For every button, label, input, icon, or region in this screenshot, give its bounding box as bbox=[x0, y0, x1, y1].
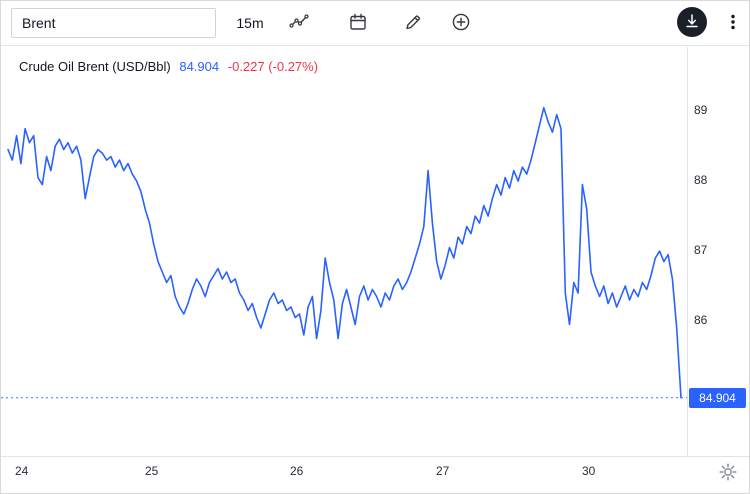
x-axis-label: 30 bbox=[582, 464, 596, 478]
settings-button[interactable] bbox=[717, 462, 739, 484]
y-axis-label: 86 bbox=[694, 313, 708, 327]
compare-add-button[interactable] bbox=[443, 6, 479, 40]
y-axis-label: 87 bbox=[694, 243, 708, 257]
symbol-search-input[interactable]: Brent bbox=[11, 8, 216, 38]
legend-price: 84.904 bbox=[179, 59, 220, 74]
gear-icon bbox=[719, 462, 737, 484]
download-icon bbox=[682, 11, 702, 34]
chart-type-button[interactable] bbox=[281, 6, 317, 40]
toolbar: Brent 15m bbox=[1, 1, 749, 46]
x-axis-label: 26 bbox=[290, 464, 304, 478]
calendar-button[interactable] bbox=[340, 6, 376, 40]
more-menu-button[interactable] bbox=[722, 6, 744, 40]
legend-change: -0.227 (-0.27%) bbox=[227, 59, 319, 74]
legend: Crude Oil Brent (USD/Bbl) 84.904 -0.227 … bbox=[19, 59, 323, 74]
interval-selector[interactable]: 15m bbox=[227, 6, 273, 40]
y-axis-label: 88 bbox=[694, 173, 708, 187]
legend-title: Crude Oil Brent (USD/Bbl) bbox=[19, 59, 171, 74]
x-axis-label: 24 bbox=[15, 464, 29, 478]
kebab-menu-icon bbox=[723, 12, 743, 35]
x-axis-label: 25 bbox=[145, 464, 159, 478]
line-chart-icon bbox=[289, 12, 309, 35]
drawing-tools-button[interactable] bbox=[395, 6, 431, 40]
y-axis-label: 89 bbox=[694, 103, 708, 117]
plus-circle-icon bbox=[451, 12, 471, 35]
symbol-label: Brent bbox=[22, 15, 56, 31]
pencil-icon bbox=[403, 12, 423, 35]
calendar-icon bbox=[348, 12, 368, 35]
x-axis-label: 27 bbox=[436, 464, 450, 478]
download-button[interactable] bbox=[677, 7, 707, 37]
last-price-tag: 84.904 bbox=[689, 388, 746, 408]
interval-label: 15m bbox=[236, 15, 264, 31]
price-line bbox=[7, 106, 682, 399]
